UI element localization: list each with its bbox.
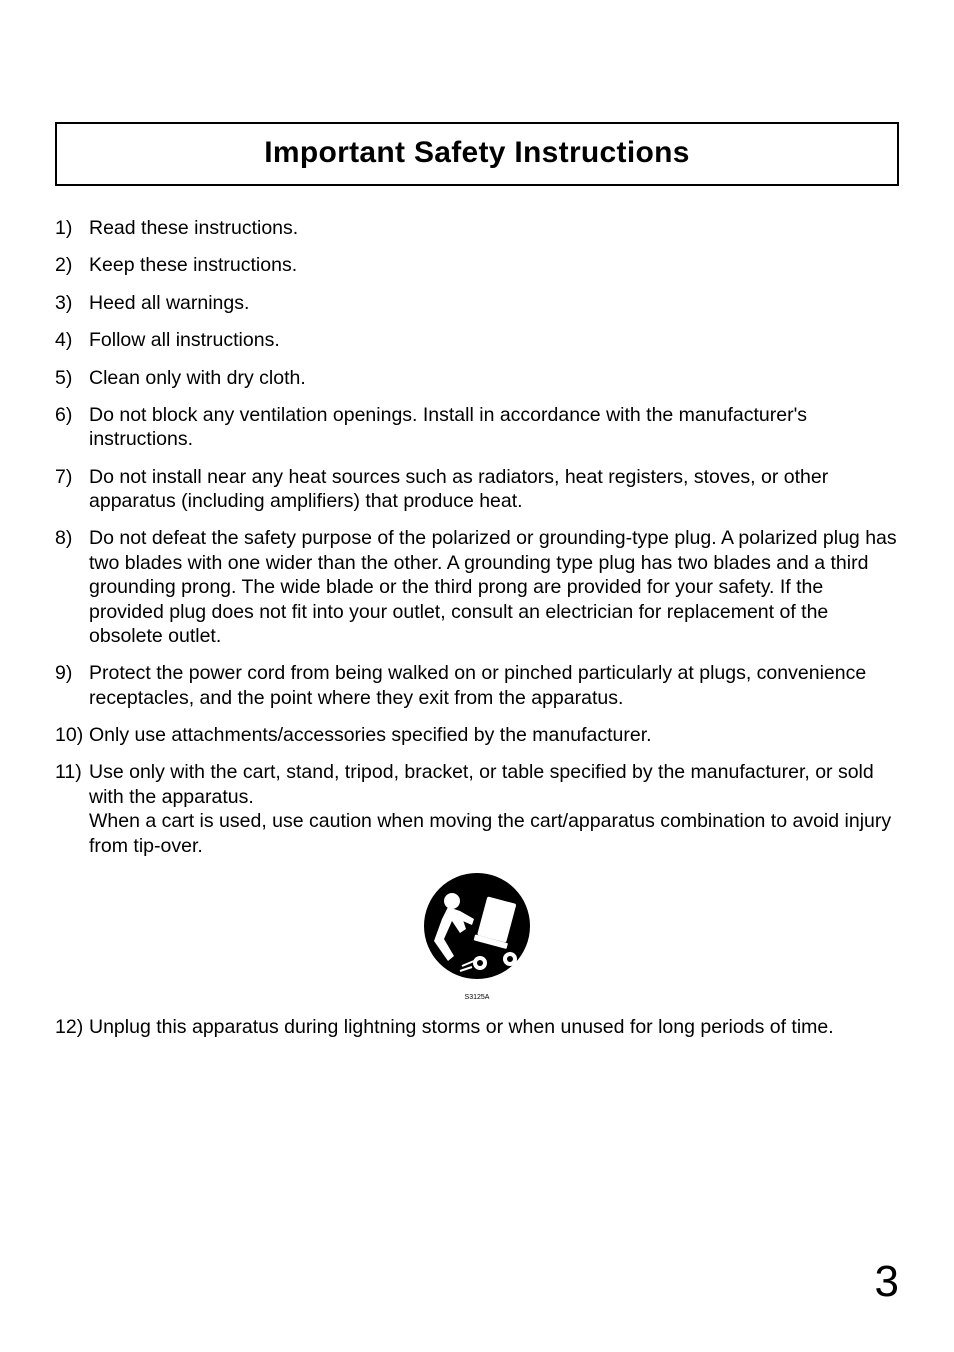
page-title: Important Safety Instructions: [264, 136, 689, 169]
list-item: 5) Clean only with dry cloth.: [55, 366, 899, 390]
item-number: 7): [55, 465, 89, 514]
page-number: 3: [875, 1257, 899, 1307]
item-text: Heed all warnings.: [89, 291, 899, 315]
list-item: 7) Do not install near any heat sources …: [55, 465, 899, 514]
list-item: 8) Do not defeat the safety purpose of t…: [55, 526, 899, 648]
list-item: 2) Keep these instructions.: [55, 253, 899, 277]
list-item: 11) Use only with the cart, stand, tripo…: [55, 760, 899, 858]
item-text: Only use attachments/accessories specifi…: [89, 723, 899, 747]
list-item: 10) Only use attachments/accessories spe…: [55, 723, 899, 747]
list-item: 3) Heed all warnings.: [55, 291, 899, 315]
item-number: 10): [55, 723, 89, 747]
item-text: Do not defeat the safety purpose of the …: [89, 526, 899, 648]
item-number: 5): [55, 366, 89, 390]
list-item: 4) Follow all instructions.: [55, 328, 899, 352]
item-text: Do not install near any heat sources suc…: [89, 465, 899, 514]
tipover-figure: S3125A: [55, 871, 899, 1001]
item-text: Unplug this apparatus during lightning s…: [89, 1015, 899, 1039]
item-number: 8): [55, 526, 89, 648]
item-number: 12): [55, 1015, 89, 1039]
item-number: 11): [55, 760, 89, 858]
item-text: Protect the power cord from being walked…: [89, 661, 899, 710]
item-number: 6): [55, 403, 89, 452]
title-box: Important Safety Instructions: [55, 122, 899, 186]
item-number: 9): [55, 661, 89, 710]
list-item: 6) Do not block any ventilation openings…: [55, 403, 899, 452]
item-number: 3): [55, 291, 89, 315]
instructions-list: 1) Read these instructions. 2) Keep thes…: [55, 216, 899, 858]
item-text: Keep these instructions.: [89, 253, 899, 277]
figure-caption: S3125A: [55, 994, 899, 1001]
item-number: 1): [55, 216, 89, 240]
item-text: Do not block any ventilation openings. I…: [89, 403, 899, 452]
instructions-list-continued: 12) Unplug this apparatus during lightni…: [55, 1015, 899, 1039]
list-item: 12) Unplug this apparatus during lightni…: [55, 1015, 899, 1039]
item-number: 2): [55, 253, 89, 277]
item-text: Clean only with dry cloth.: [89, 366, 899, 390]
list-item: 9) Protect the power cord from being wal…: [55, 661, 899, 710]
list-item: 1) Read these instructions.: [55, 216, 899, 240]
item-text: Use only with the cart, stand, tripod, b…: [89, 760, 899, 858]
item-text: Follow all instructions.: [89, 328, 899, 352]
item-text: Read these instructions.: [89, 216, 899, 240]
cart-tipover-icon: [412, 871, 542, 991]
item-number: 4): [55, 328, 89, 352]
